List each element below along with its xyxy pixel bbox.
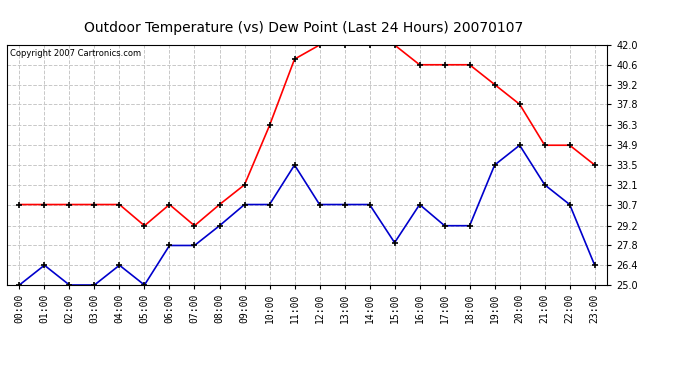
Text: Outdoor Temperature (vs) Dew Point (Last 24 Hours) 20070107: Outdoor Temperature (vs) Dew Point (Last…: [84, 21, 523, 34]
Text: Copyright 2007 Cartronics.com: Copyright 2007 Cartronics.com: [10, 49, 141, 58]
